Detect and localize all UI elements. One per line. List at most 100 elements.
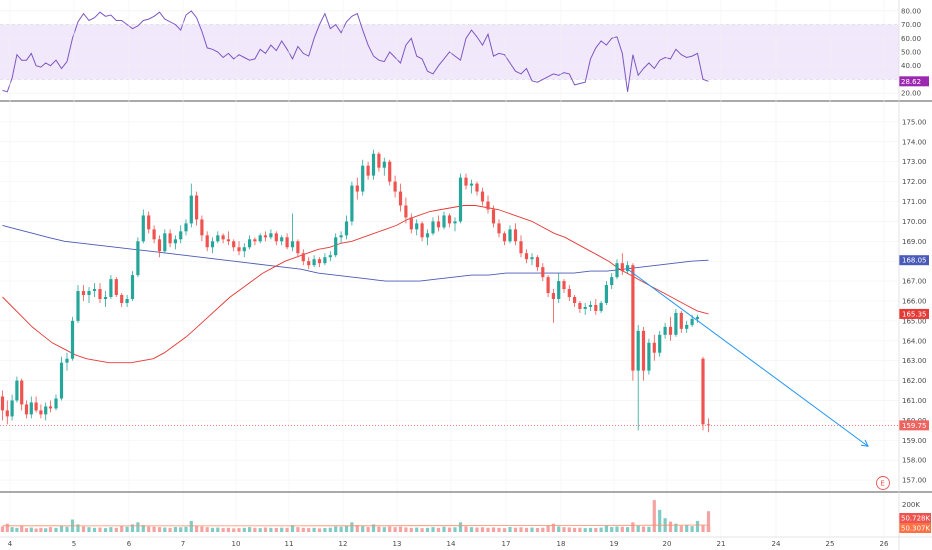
- volume-bar: [431, 527, 435, 532]
- rsi-y-tick-label: 80.00: [901, 7, 921, 15]
- candle-body: [409, 217, 413, 230]
- candle-body: [398, 191, 403, 206]
- volume-bar: [398, 526, 403, 532]
- volume-bar: [39, 527, 43, 532]
- volume-bar: [631, 522, 635, 532]
- volume-bar: [588, 527, 593, 532]
- volume-bar: [535, 527, 540, 532]
- candle-body: [594, 304, 598, 311]
- candle-body: [312, 259, 316, 266]
- candle-body: [475, 183, 479, 192]
- candle-body: [44, 406, 48, 415]
- candle-body: [15, 380, 19, 401]
- volume-bar: [48, 527, 53, 532]
- candle-body: [195, 195, 199, 220]
- candle-body: [647, 342, 651, 371]
- candle-body: [179, 231, 183, 240]
- long-ma-value-label: 168.05: [902, 257, 927, 265]
- price-y-tick-label: 163.00: [902, 357, 927, 365]
- volume-bar: [253, 527, 257, 532]
- candle-body: [258, 235, 262, 242]
- candle-body: [120, 295, 124, 303]
- volume-bar: [44, 528, 48, 532]
- volume-bar: [65, 526, 69, 532]
- volume-average-label: 50.307K: [901, 525, 930, 533]
- candle-body: [189, 195, 193, 224]
- x-tick-label: 18: [557, 540, 566, 548]
- volume-bar: [641, 526, 646, 532]
- volume-bar: [263, 527, 268, 532]
- candle-body: [382, 161, 386, 168]
- volume-bar: [626, 527, 630, 532]
- x-tick-label: 14: [447, 540, 456, 548]
- volume-bar: [442, 526, 446, 532]
- candle-body: [458, 177, 463, 222]
- x-tick-label: 10: [232, 540, 241, 548]
- candle-body: [524, 253, 529, 260]
- candle-body: [184, 223, 188, 232]
- volume-bar: [557, 526, 561, 532]
- candle-body: [420, 223, 424, 238]
- volume-bar: [307, 528, 311, 532]
- candle-body: [706, 424, 711, 426]
- volume-bar: [701, 525, 705, 532]
- volume-bar: [317, 528, 322, 532]
- price-y-tick-label: 159.00: [902, 437, 927, 445]
- candle-body: [210, 241, 215, 248]
- volume-bar: [652, 500, 656, 532]
- volume-bar: [685, 525, 689, 532]
- candle-body: [491, 209, 496, 224]
- volume-bar: [296, 527, 300, 532]
- volume-bar: [157, 527, 162, 532]
- candle-body: [301, 253, 305, 262]
- rsi-value-label: 28.62: [901, 78, 921, 86]
- volume-bar: [24, 528, 29, 532]
- candle-body: [130, 275, 135, 299]
- candle-body: [136, 241, 140, 276]
- candle-body: [274, 233, 278, 242]
- volume-bar: [168, 527, 172, 532]
- volume-bar: [242, 527, 246, 532]
- candle-body: [578, 302, 582, 309]
- price-y-tick-label: 161.00: [902, 397, 927, 405]
- candle-body: [65, 358, 69, 363]
- candle-body: [513, 229, 518, 242]
- short-moving-average-line: [2, 205, 709, 364]
- candle-body: [280, 237, 284, 242]
- candle-body: [377, 153, 381, 168]
- candle-body: [141, 215, 145, 242]
- trend-arrow-head: [860, 439, 869, 447]
- candle-body: [685, 324, 689, 329]
- volume-bar: [200, 526, 204, 532]
- candle-body: [431, 221, 435, 234]
- volume-bar: [103, 528, 108, 532]
- candle-body: [480, 191, 485, 202]
- earnings-marker: [876, 476, 890, 490]
- candle-body: [48, 406, 53, 409]
- candle-body: [695, 316, 700, 319]
- x-tick-label: 12: [339, 540, 348, 548]
- price-y-tick-label: 165.00: [902, 317, 927, 325]
- volume-bar: [114, 527, 118, 532]
- volume-bar: [20, 525, 24, 532]
- volume-bar: [491, 527, 496, 532]
- candle-body: [679, 312, 683, 329]
- volume-bar: [179, 527, 183, 532]
- volume-bar: [125, 526, 129, 532]
- candle-body: [76, 291, 80, 321]
- candle-body: [371, 153, 376, 176]
- candle-body: [173, 239, 177, 244]
- x-tick-label: 6: [127, 540, 132, 548]
- volume-bar: [152, 526, 156, 532]
- candle-body: [366, 165, 370, 176]
- candle-body: [546, 277, 550, 294]
- candle-body: [393, 181, 397, 192]
- candle-body: [226, 239, 230, 242]
- volume-bar: [594, 527, 598, 532]
- volume-bar: [216, 527, 220, 532]
- volume-bar: [377, 526, 381, 532]
- candle-body: [641, 330, 646, 371]
- volume-bar: [328, 527, 332, 532]
- candle-body: [290, 241, 295, 248]
